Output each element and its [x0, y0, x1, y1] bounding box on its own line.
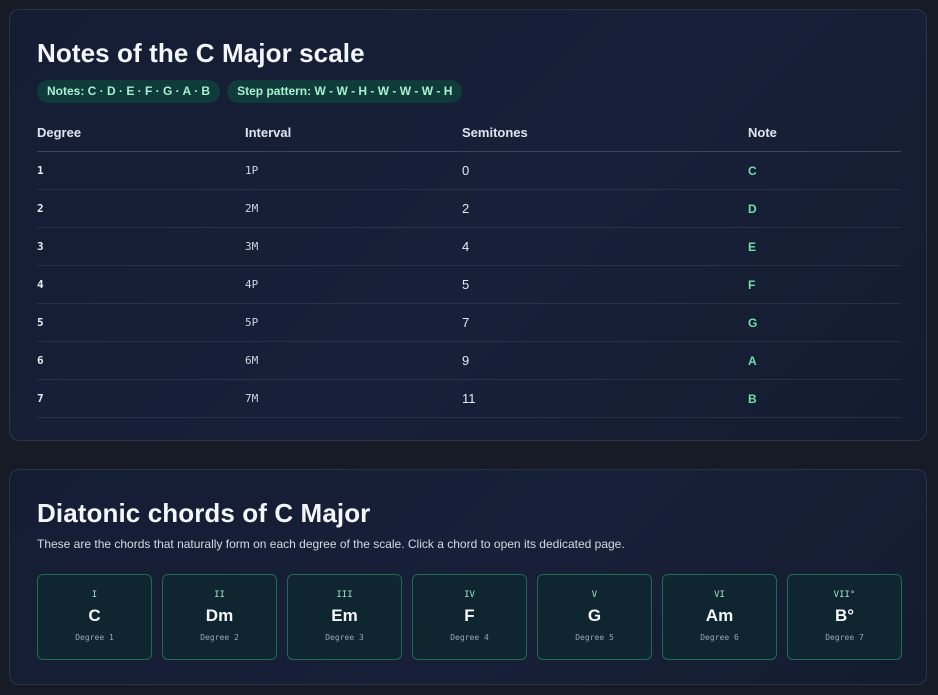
degree-cell: 4	[37, 265, 245, 304]
chord-degree: Degree 2	[200, 633, 239, 642]
table-row: 3 3M 4 E	[37, 227, 901, 266]
interval-cell: 4P	[245, 265, 462, 304]
note-cell: F	[748, 265, 901, 304]
chord-roman: VI	[714, 590, 725, 600]
chord-name: Em	[331, 606, 358, 625]
chord-card-iv[interactable]: IV F Degree 4	[412, 574, 527, 660]
note-cell: D	[748, 189, 901, 228]
chord-card-i[interactable]: I C Degree 1	[37, 574, 152, 660]
semitones-cell: 9	[462, 341, 748, 380]
table-row: 6 6M 9 A	[37, 341, 901, 380]
table-row: 4 4P 5 F	[37, 265, 901, 304]
chord-name: B°	[834, 606, 855, 625]
chord-roman: III	[336, 590, 353, 600]
semitones-cell: 2	[462, 189, 748, 228]
chord-roman: II	[214, 590, 225, 600]
step-pattern-pill: Step pattern: W - W - H - W - W - W - H	[227, 80, 463, 103]
note-cell: E	[748, 227, 901, 266]
chord-name: Dm	[205, 606, 234, 625]
note-cell: G	[748, 303, 901, 342]
interval-cell: 3M	[245, 227, 462, 266]
degree-cell: 7	[37, 379, 245, 418]
chord-card-vii[interactable]: VII° B° Degree 7	[787, 574, 902, 660]
scale-pills: Notes: C · D · E · F · G · A · B Step pa…	[37, 80, 463, 103]
chord-degree: Degree 7	[825, 633, 864, 642]
chord-degree: Degree 1	[75, 633, 114, 642]
chord-card-iii[interactable]: III Em Degree 3	[287, 574, 402, 660]
column-header-semitones: Semitones	[462, 114, 748, 152]
interval-cell: 6M	[245, 341, 462, 380]
table-header-row: Degree Interval Semitones Note	[37, 114, 901, 152]
chord-name: F	[464, 606, 475, 625]
chord-name: Am	[705, 606, 734, 625]
chord-card-ii[interactable]: II Dm Degree 2	[162, 574, 277, 660]
interval-cell: 7M	[245, 379, 462, 418]
semitones-cell: 0	[462, 151, 748, 190]
scale-table: Degree Interval Semitones Note 1 1P 0 C …	[37, 114, 901, 418]
chord-roman: V	[591, 590, 598, 600]
semitones-cell: 7	[462, 303, 748, 342]
note-cell: B	[748, 379, 901, 418]
column-header-note: Note	[748, 114, 901, 152]
semitones-cell: 11	[462, 379, 748, 418]
notes-pill: Notes: C · D · E · F · G · A · B	[37, 80, 221, 103]
chord-card-v[interactable]: V G Degree 5	[537, 574, 652, 660]
interval-cell: 5P	[245, 303, 462, 342]
note-cell: C	[748, 151, 901, 190]
table-row: 7 7M 11 B	[37, 379, 901, 418]
degree-cell: 3	[37, 227, 245, 266]
chord-roman: VII°	[833, 590, 856, 600]
interval-cell: 2M	[245, 189, 462, 228]
semitones-cell: 4	[462, 227, 748, 266]
interval-cell: 1P	[245, 151, 462, 190]
chord-degree: Degree 5	[575, 633, 614, 642]
diatonic-chords-card: Diatonic chords of C Major These are the…	[9, 469, 927, 685]
chord-name: C	[88, 606, 101, 625]
chord-card-vi[interactable]: VI Am Degree 6	[662, 574, 777, 660]
chord-degree: Degree 6	[700, 633, 739, 642]
semitones-cell: 5	[462, 265, 748, 304]
degree-cell: 1	[37, 151, 245, 190]
chord-degree: Degree 4	[450, 633, 489, 642]
degree-cell: 6	[37, 341, 245, 380]
table-row: 1 1P 0 C	[37, 151, 901, 190]
chords-title: Diatonic chords of C Major	[37, 498, 371, 528]
chord-roman: I	[91, 590, 98, 600]
column-header-degree: Degree	[37, 114, 245, 152]
degree-cell: 5	[37, 303, 245, 342]
chord-degree: Degree 3	[325, 633, 364, 642]
note-cell: A	[748, 341, 901, 380]
table-row: 5 5P 7 G	[37, 303, 901, 342]
scale-notes-card: Notes of the C Major scale Notes: C · D …	[9, 9, 927, 441]
table-row: 2 2M 2 D	[37, 189, 901, 228]
chord-roman: IV	[464, 590, 475, 600]
degree-cell: 2	[37, 189, 245, 228]
scale-title: Notes of the C Major scale	[37, 38, 365, 68]
column-header-interval: Interval	[245, 114, 462, 152]
chord-grid: I C Degree 1 II Dm Degree 2 III Em Degre…	[37, 574, 902, 660]
chords-description: These are the chords that naturally form…	[37, 537, 625, 551]
chord-name: G	[587, 606, 602, 625]
